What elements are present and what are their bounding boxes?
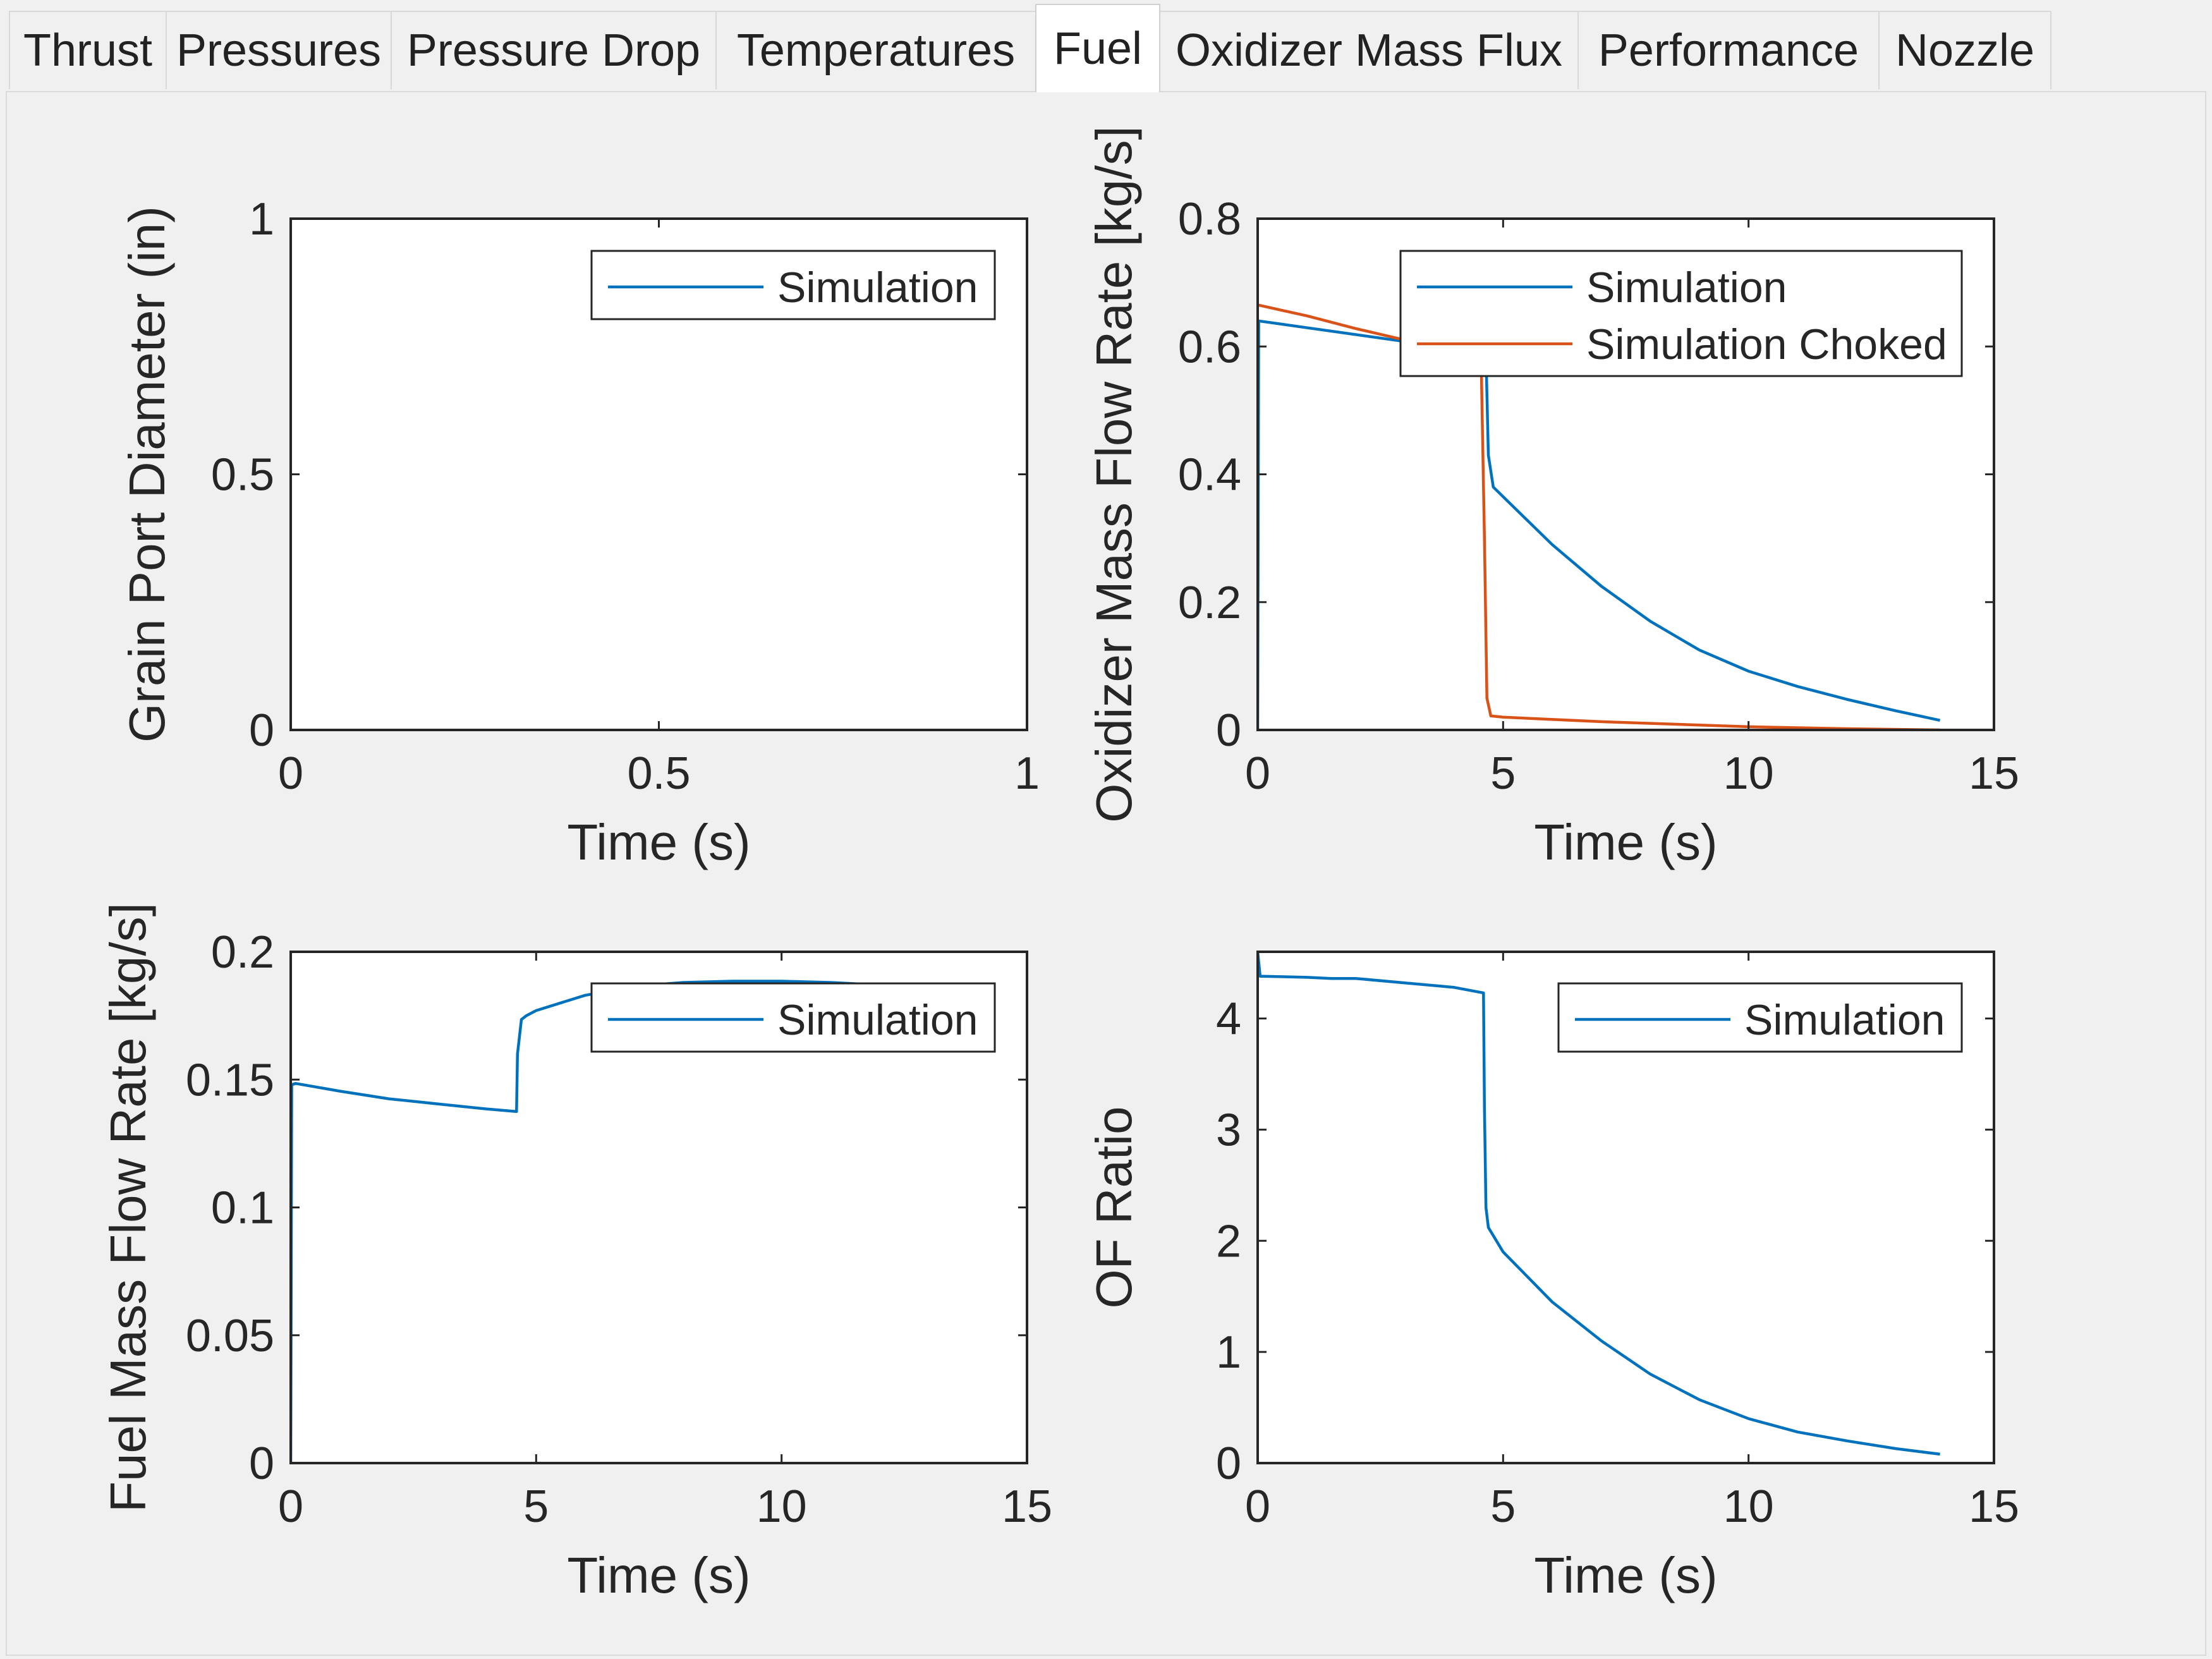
- x-tick-label: 5: [523, 1481, 549, 1532]
- y-axis-label: Grain Port Diameter (in): [119, 206, 175, 743]
- series-line-1: [291, 980, 973, 1463]
- tab-temperatures[interactable]: Temperatures: [715, 11, 1036, 89]
- tab-pressures[interactable]: Pressures: [166, 11, 392, 89]
- y-axis-label: Oxidizer Mass Flow Rate [kg/s]: [1086, 126, 1142, 823]
- legend: Simulation Simulation Choked: [1399, 250, 1963, 377]
- y-tick-label: 1: [1216, 1327, 1241, 1378]
- legend-box: [590, 982, 996, 1053]
- legend-entry: Simulation: [1586, 264, 1787, 312]
- chart-oxidizer-mass-flow: 0 5 10 15 0 0.2 0.4 0.6 0.8 Time (s) Oxidizer Mass…: [1086, 126, 2019, 870]
- y-tick-label: 0.4: [1178, 450, 1241, 501]
- legend: Simulation: [590, 250, 996, 320]
- x-axis-label: Time (s): [1534, 1547, 1717, 1603]
- y-tick-label: 4: [1216, 994, 1241, 1045]
- series-line-2: [1258, 303, 1940, 730]
- tab-thrust[interactable]: Thrust: [9, 11, 167, 89]
- y-tick-label: 0.2: [1178, 578, 1241, 628]
- legend-box: [590, 250, 996, 320]
- y-tick-label: 0.15: [186, 1055, 274, 1105]
- legend: Simulation: [590, 982, 996, 1053]
- y-tick-label: 2: [1216, 1216, 1241, 1267]
- x-tick-label: 15: [1969, 1481, 2019, 1532]
- x-axis-label: Time (s): [567, 1547, 750, 1603]
- legend-box: [1399, 250, 1963, 377]
- y-tick-label: 0: [1216, 705, 1241, 756]
- y-tick-label: 3: [1216, 1105, 1241, 1155]
- y-tick-label: 1: [249, 194, 274, 245]
- tab-fuel[interactable]: Fuel: [1035, 4, 1160, 92]
- y-axis-label: Fuel Mass Flow Rate [kg/s]: [100, 902, 156, 1512]
- y-axis-label: OF Ratio: [1086, 1106, 1142, 1308]
- x-tick-label: 5: [1490, 1481, 1516, 1532]
- y-tick-label: 0.6: [1178, 322, 1241, 372]
- x-tick-label: 5: [1490, 748, 1516, 799]
- y-tick-label: 0.05: [186, 1311, 274, 1361]
- legend-entry: Simulation Choked: [1586, 320, 1947, 368]
- chart-fuel-mass-flow: 0 5 10 15 0 0.05 0.1 0.15 0.2 Time (s) Fuel Mass F…: [100, 902, 1052, 1603]
- x-tick-label: 15: [1002, 1481, 1052, 1532]
- x-axis-label: Time (s): [1534, 814, 1717, 870]
- x-tick-label: 10: [1723, 1481, 1774, 1532]
- y-tick-label: 0.1: [211, 1183, 274, 1234]
- y-tick-label: 0: [1216, 1438, 1241, 1489]
- x-tick-label: 0.5: [627, 748, 690, 799]
- y-tick-label: 0.5: [211, 450, 274, 501]
- legend: Simulation: [1557, 982, 1963, 1053]
- x-tick-label: 0: [278, 748, 303, 799]
- legend-entry: Simulation: [777, 264, 978, 312]
- tab-performance[interactable]: Performance: [1577, 11, 1880, 89]
- x-tick-label: 10: [757, 1481, 807, 1532]
- x-tick-label: 10: [1723, 748, 1774, 799]
- tab-nozzle[interactable]: Nozzle: [1878, 11, 2051, 89]
- y-tick-label: 0.2: [211, 927, 274, 978]
- series-line-1: [1258, 319, 1941, 730]
- x-tick-label: 0: [1245, 1481, 1270, 1532]
- series-line-1: [1258, 952, 1940, 1456]
- axes-box: [1256, 951, 1995, 1464]
- y-tick-label: 0.8: [1178, 194, 1241, 245]
- x-tick-label: 0: [1245, 748, 1270, 799]
- x-axis-label: Time (s): [567, 814, 750, 870]
- y-tick-label: 0: [249, 1438, 274, 1489]
- tab-bar: Thrust Pressures Pressure Drop Temperatu…: [0, 0, 2212, 95]
- legend-entry: Simulation: [777, 996, 978, 1044]
- legend-entry: Simulation: [1744, 996, 1945, 1044]
- x-tick-label: 1: [1014, 748, 1040, 799]
- legend-box: [1557, 982, 1963, 1053]
- chart-of-ratio: 0 5 10 15 0 1 2 3 4 Time (s) OF Ratio Simulation: [1086, 951, 2019, 1603]
- x-tick-label: 15: [1969, 748, 2019, 799]
- y-tick-label: 0: [249, 705, 274, 756]
- x-tick-label: 0: [278, 1481, 303, 1532]
- chart-grain-port-diameter: 0 0.5 1 0 0.5 1 Time (s) Grain Port Diameter (i…: [119, 194, 1040, 870]
